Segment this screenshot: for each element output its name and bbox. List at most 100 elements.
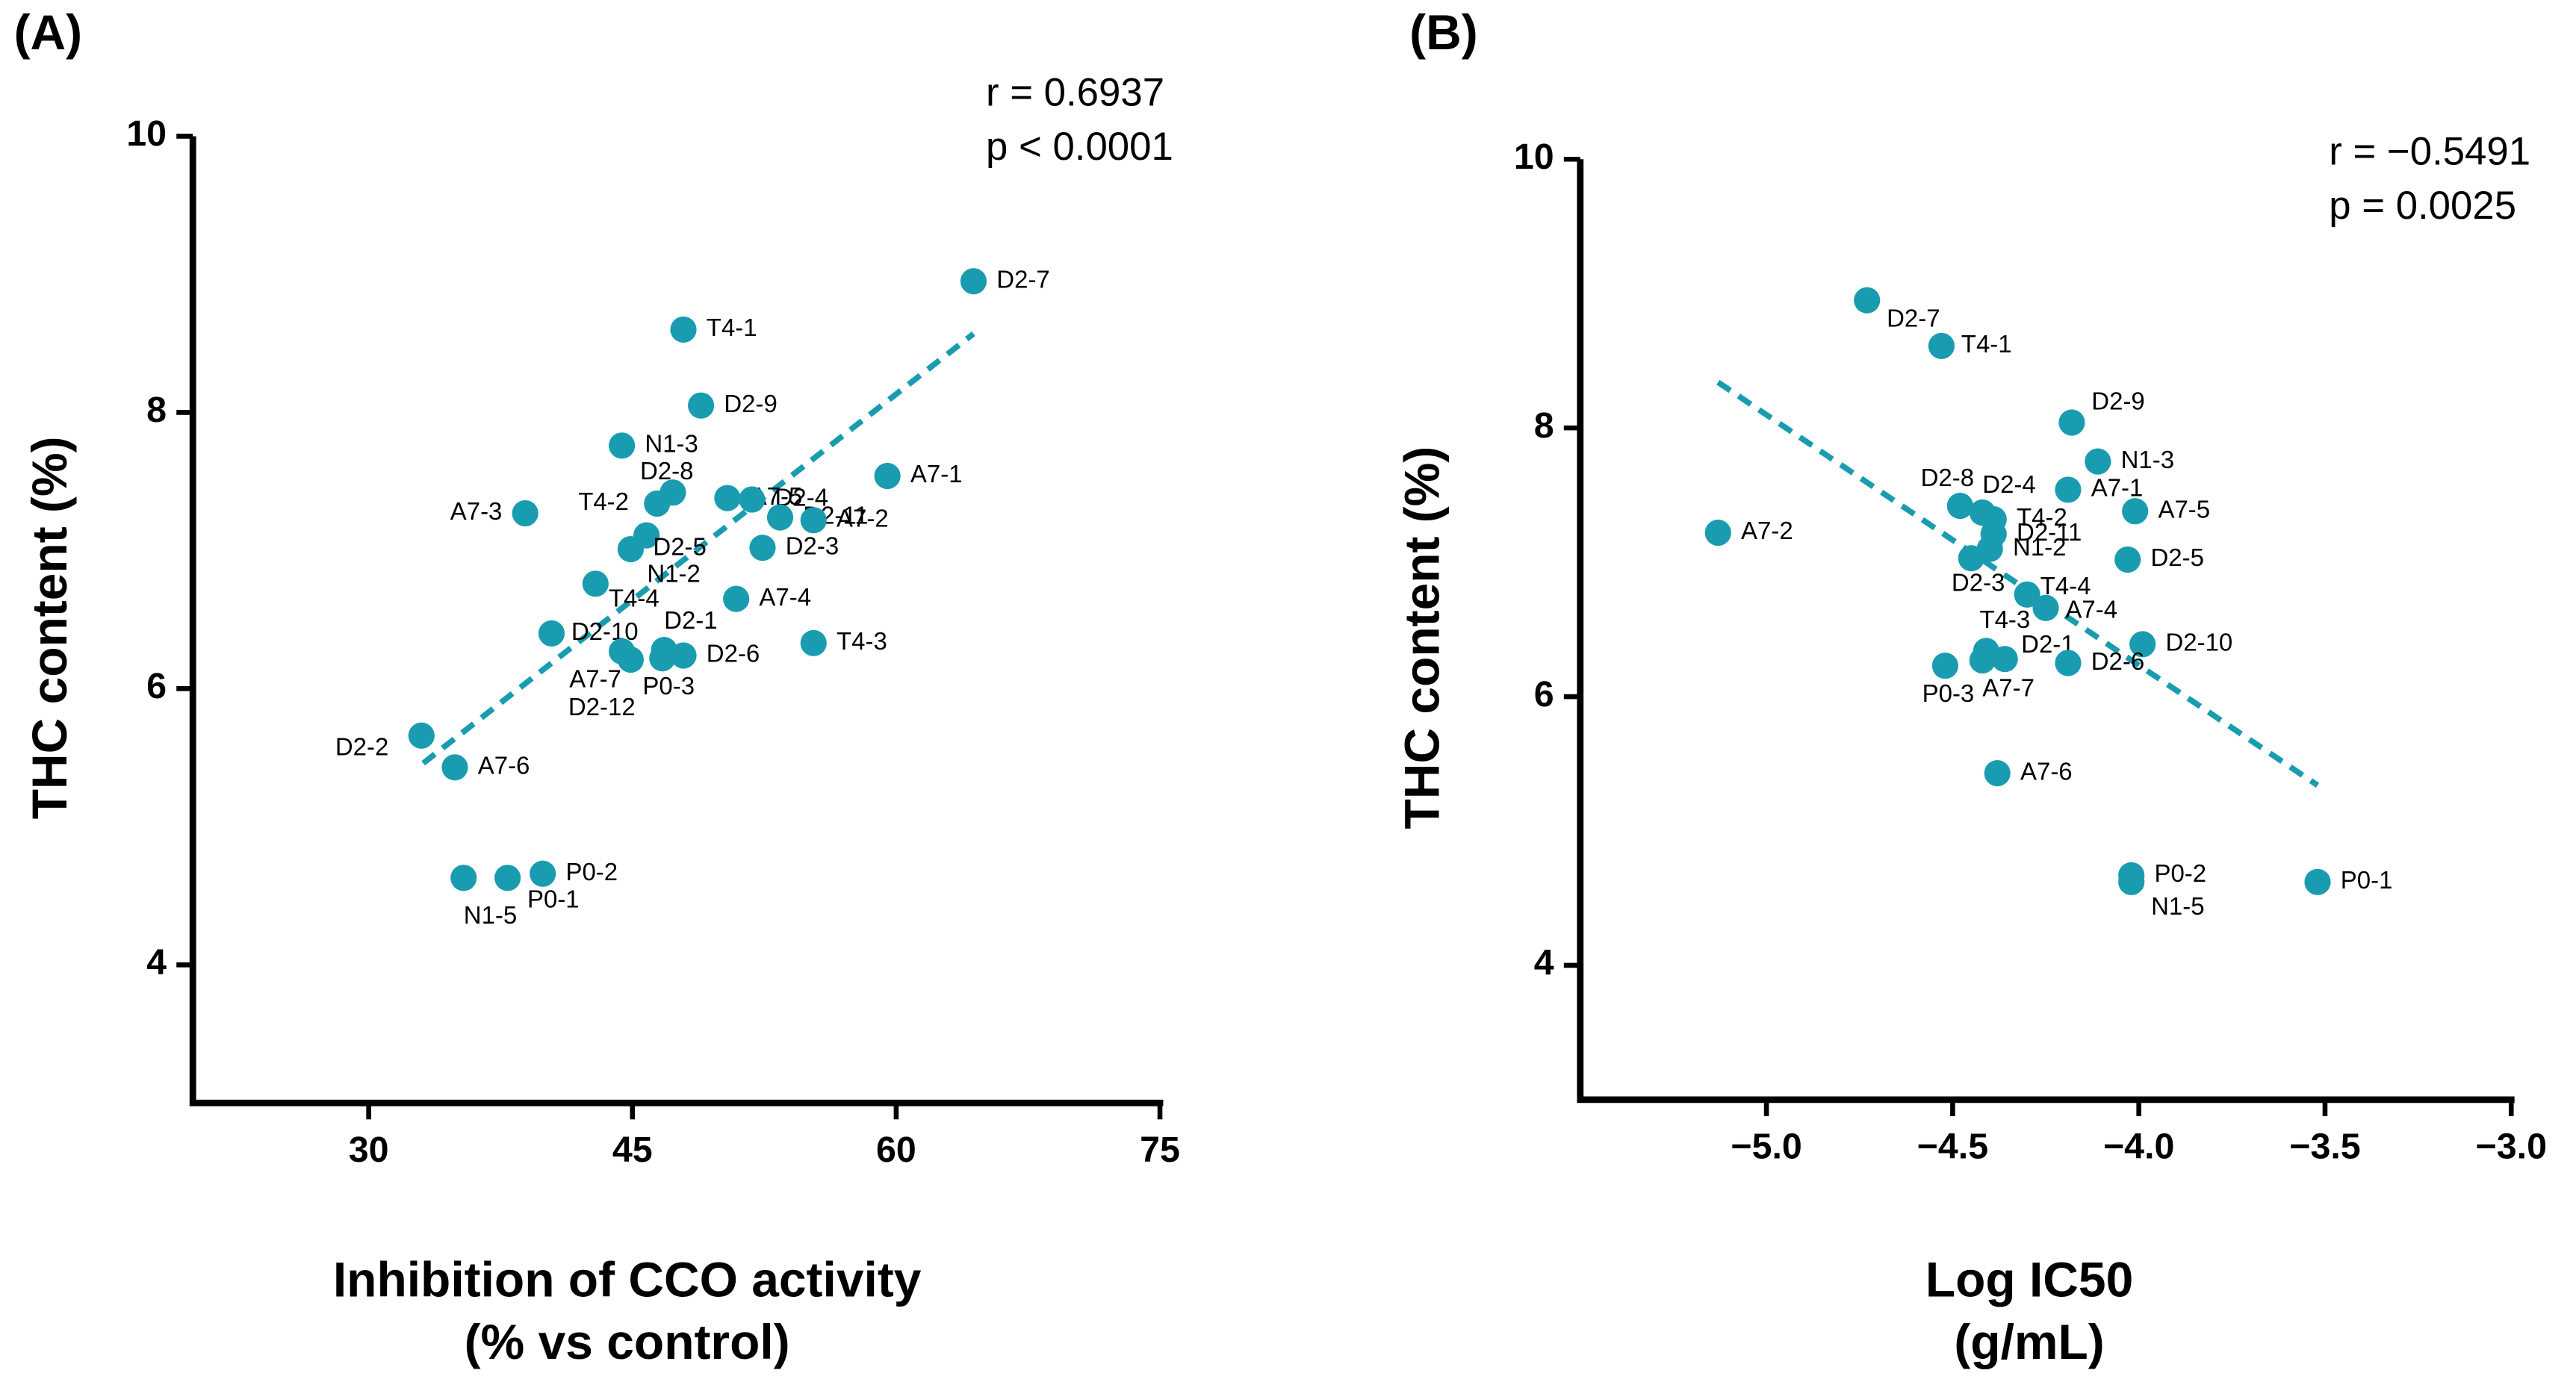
point-label: D2-11: [2017, 518, 2082, 546]
data-point: [408, 722, 435, 749]
data-point: [1931, 653, 1959, 679]
point-label: A7-7: [569, 665, 621, 693]
point-label: T4-1: [1961, 330, 2012, 358]
data-point: [1969, 647, 1996, 674]
point-label: A7-6: [478, 751, 530, 779]
data-point: [2122, 498, 2149, 525]
point-label: A7-5: [2158, 495, 2210, 523]
point-label: A7-2: [1741, 517, 1793, 544]
point-label: P0-1: [2341, 866, 2393, 894]
axes: [189, 136, 1164, 1106]
point-label: P0-1: [527, 885, 580, 912]
point-label: A7-3: [450, 497, 503, 525]
point-label: T4-4: [609, 584, 659, 611]
point-label: D2-4: [1982, 470, 2035, 498]
point-label: T4-2: [578, 488, 629, 515]
data-point: [2304, 868, 2331, 895]
point-label: D2-5: [653, 532, 706, 560]
data-point: [670, 316, 697, 343]
point-label: T4-1: [707, 314, 757, 341]
panel-label: (A): [14, 4, 83, 60]
point-label: N1-3: [645, 430, 698, 458]
point-label: A7-2: [837, 504, 889, 532]
data-point: [2055, 650, 2082, 676]
point-label: A7-1: [910, 460, 963, 488]
point-label: D2-8: [640, 457, 693, 485]
point-label: T4-3: [1979, 606, 2030, 633]
data-point: [723, 585, 750, 612]
x-tick-label: −4.5: [1917, 1127, 1988, 1167]
y-tick-label: 10: [1514, 137, 1554, 177]
data-point: [874, 462, 901, 490]
trend-line: [421, 331, 975, 766]
x-tick-label: −4.0: [2103, 1127, 2174, 1167]
x-tick-label: 75: [1140, 1130, 1180, 1170]
point-label: T4-3: [837, 627, 887, 655]
data-point: [530, 860, 556, 887]
x-tick-label: 30: [349, 1130, 389, 1170]
data-point: [2032, 594, 2059, 621]
point-label: A7-1: [2091, 474, 2144, 502]
y-tick-label: 6: [1534, 674, 1554, 715]
data-point: [1704, 519, 1731, 547]
data-point: [512, 499, 539, 527]
y-tick-label: 8: [146, 390, 167, 430]
point-label: A7-6: [2020, 757, 2073, 785]
point-label: N1-2: [2013, 533, 2066, 561]
data-point: [800, 629, 827, 656]
data-point: [1991, 646, 2018, 673]
annotation: p < 0.0001: [986, 125, 1173, 169]
data-point: [609, 432, 636, 459]
y-tick-label: 8: [1534, 405, 1554, 446]
y-tick-label: 4: [146, 942, 167, 983]
point-label: D2-9: [724, 390, 777, 417]
data-point: [1928, 332, 1955, 359]
x-tick-label: 60: [876, 1130, 916, 1170]
data-point: [670, 642, 697, 669]
y-axis-title: THC content (%): [22, 436, 77, 819]
x-tick-label: −5.0: [1731, 1127, 1801, 1167]
annotation: r = −0.5491: [2329, 130, 2530, 174]
data-point: [2114, 546, 2141, 573]
annotation: p = 0.0025: [2329, 184, 2516, 228]
point-label: D2-2: [335, 733, 388, 761]
point-label: D2-3: [786, 532, 839, 559]
point-label: T4-2: [2017, 503, 2067, 531]
data-point: [2055, 476, 2082, 503]
x-tick-label: −3.0: [2476, 1127, 2547, 1167]
data-point: [1984, 760, 2011, 787]
data-point: [644, 490, 671, 517]
data-point: [2129, 631, 2156, 658]
x-axis-title: Inhibition of CCO activity: [333, 1252, 922, 1307]
data-point: [441, 754, 468, 781]
annotation: r = 0.6937: [986, 70, 1164, 114]
data-point: [1958, 545, 1984, 572]
data-point: [800, 507, 827, 534]
x-tick-label: −3.5: [2289, 1127, 2360, 1167]
data-point: [2014, 581, 2040, 608]
point-label: P0-2: [565, 858, 618, 885]
y-tick-label: 4: [1534, 943, 1554, 983]
data-point: [617, 646, 644, 673]
point-label: D2-12: [568, 693, 636, 720]
data-point: [766, 504, 794, 531]
point-label: T4-4: [2040, 572, 2091, 600]
data-point: [450, 865, 477, 891]
data-point: [1854, 287, 1881, 314]
x-tick-label: 45: [612, 1130, 653, 1170]
data-point: [1946, 492, 1973, 520]
point-label: N1-5: [2151, 892, 2204, 920]
data-point: [739, 486, 766, 513]
data-point: [749, 535, 776, 561]
y-tick-label: 6: [146, 666, 167, 706]
point-label: D2-7: [996, 265, 1049, 293]
point-label: D2-1: [664, 606, 717, 634]
point-label: N1-2: [647, 559, 700, 587]
data-point: [2085, 448, 2111, 475]
data-point: [582, 570, 609, 597]
data-point: [538, 620, 565, 647]
point-label: A7-7: [1982, 674, 2035, 702]
point-label: D2-10: [2165, 629, 2232, 656]
point-label: A7-4: [2065, 595, 2117, 623]
